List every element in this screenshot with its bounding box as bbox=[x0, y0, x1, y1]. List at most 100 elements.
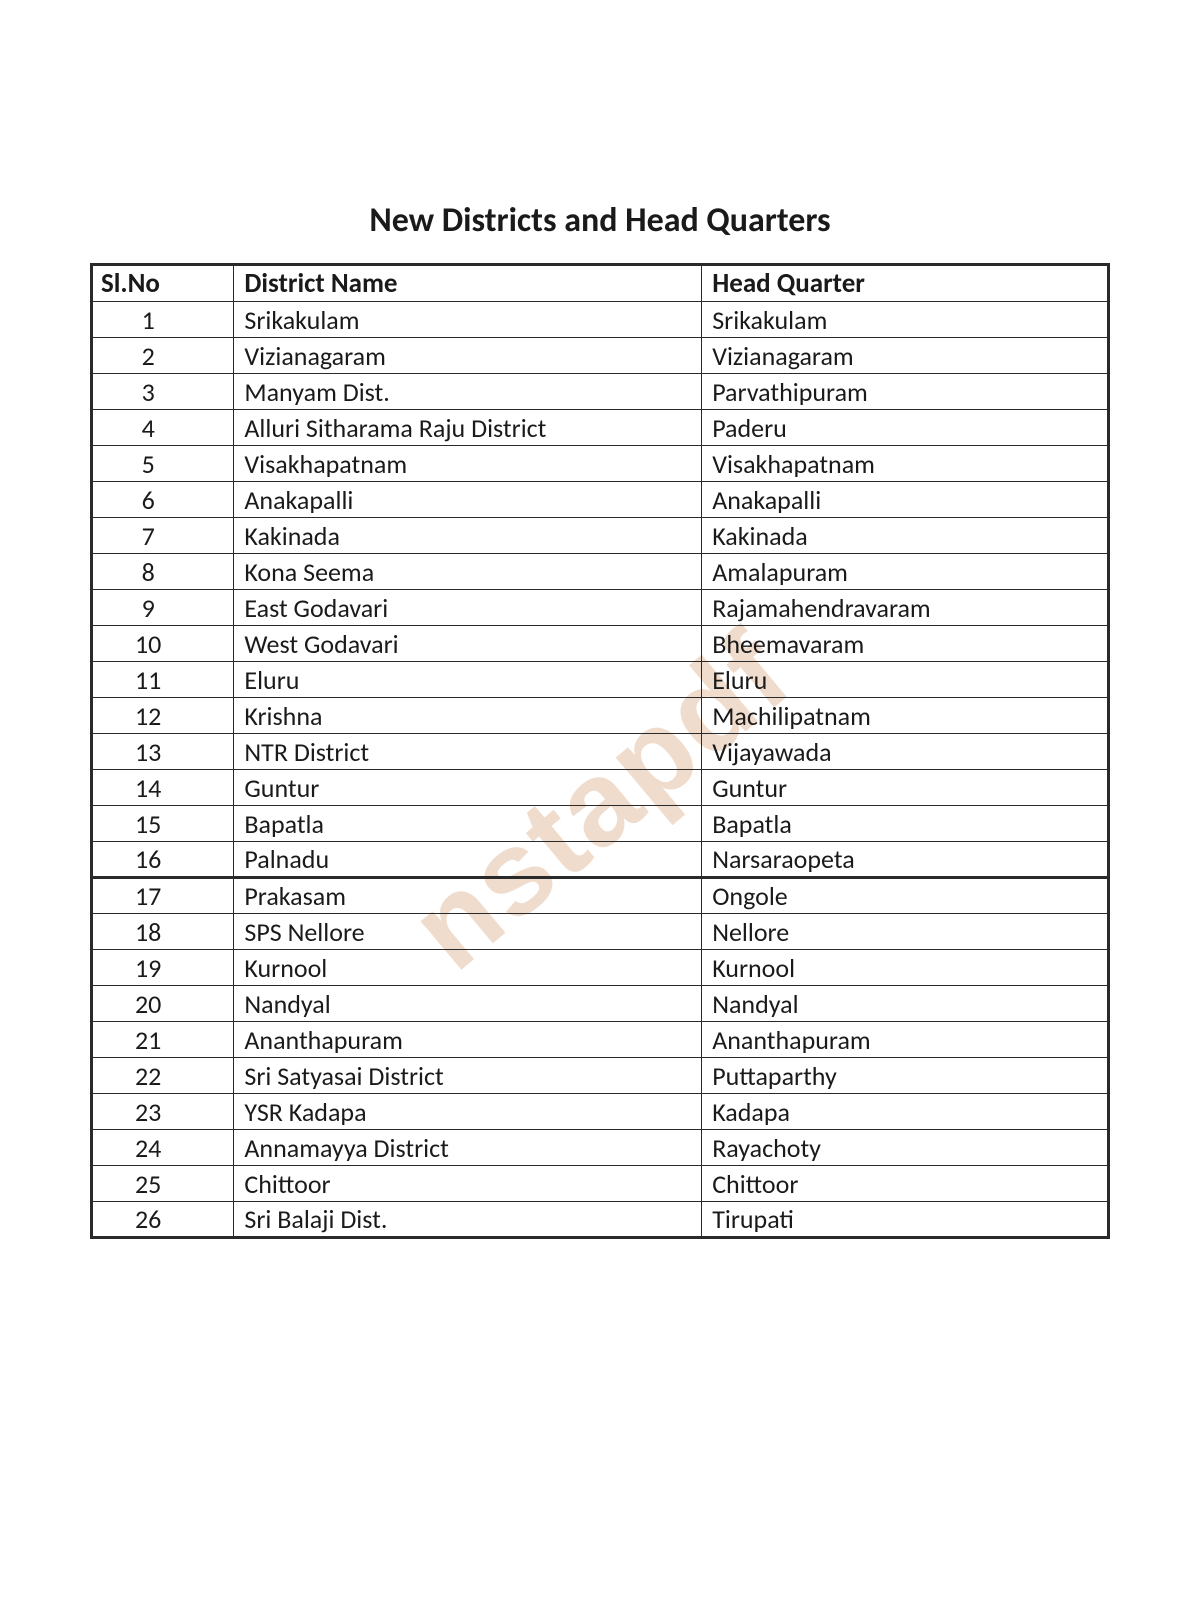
cell-district: Annamayya District bbox=[234, 1130, 702, 1166]
cell-district: Kurnool bbox=[234, 950, 702, 986]
cell-hq: Chittoor bbox=[702, 1166, 1109, 1202]
cell-district: Manyam Dist. bbox=[234, 374, 702, 410]
document-page: New Districts and Head Quarters Sl.No Di… bbox=[0, 0, 1200, 1239]
cell-slno: 15 bbox=[92, 806, 234, 842]
table-row: 16PalnaduNarsaraopeta bbox=[92, 842, 1109, 878]
cell-hq: Amalapuram bbox=[702, 554, 1109, 590]
table-row: 12KrishnaMachilipatnam bbox=[92, 698, 1109, 734]
cell-district: Sri Satyasai District bbox=[234, 1058, 702, 1094]
cell-hq: Bheemavaram bbox=[702, 626, 1109, 662]
table-row: 10West GodavariBheemavaram bbox=[92, 626, 1109, 662]
cell-district: Sri Balaji Dist. bbox=[234, 1202, 702, 1238]
cell-slno: 9 bbox=[92, 590, 234, 626]
cell-hq: Ongole bbox=[702, 878, 1109, 914]
cell-hq: Guntur bbox=[702, 770, 1109, 806]
cell-hq: Visakhapatnam bbox=[702, 446, 1109, 482]
table-row: 5VisakhapatnamVisakhapatnam bbox=[92, 446, 1109, 482]
table-row: 13NTR DistrictVijayawada bbox=[92, 734, 1109, 770]
cell-district: Ananthapuram bbox=[234, 1022, 702, 1058]
page-title: New Districts and Head Quarters bbox=[90, 200, 1110, 241]
cell-slno: 3 bbox=[92, 374, 234, 410]
cell-district: Nandyal bbox=[234, 986, 702, 1022]
cell-slno: 12 bbox=[92, 698, 234, 734]
table-row: 9East GodavariRajamahendravaram bbox=[92, 590, 1109, 626]
cell-hq: Vizianagaram bbox=[702, 338, 1109, 374]
cell-slno: 8 bbox=[92, 554, 234, 590]
cell-district: Anakapalli bbox=[234, 482, 702, 518]
table-row: 20NandyalNandyal bbox=[92, 986, 1109, 1022]
table-row: 21AnanthapuramAnanthapuram bbox=[92, 1022, 1109, 1058]
cell-slno: 20 bbox=[92, 986, 234, 1022]
table-row: 14GunturGuntur bbox=[92, 770, 1109, 806]
cell-slno: 18 bbox=[92, 914, 234, 950]
cell-district: Kona Seema bbox=[234, 554, 702, 590]
header-hq: Head Quarter bbox=[702, 265, 1109, 302]
cell-district: SPS Nellore bbox=[234, 914, 702, 950]
header-district: District Name bbox=[234, 265, 702, 302]
cell-slno: 17 bbox=[92, 878, 234, 914]
cell-slno: 23 bbox=[92, 1094, 234, 1130]
cell-district: Vizianagaram bbox=[234, 338, 702, 374]
cell-slno: 19 bbox=[92, 950, 234, 986]
cell-slno: 16 bbox=[92, 842, 234, 878]
districts-table: Sl.No District Name Head Quarter 1Srikak… bbox=[90, 263, 1110, 1239]
cell-hq: Paderu bbox=[702, 410, 1109, 446]
cell-hq: Kurnool bbox=[702, 950, 1109, 986]
cell-district: Guntur bbox=[234, 770, 702, 806]
cell-slno: 7 bbox=[92, 518, 234, 554]
table-row: 15BapatlaBapatla bbox=[92, 806, 1109, 842]
cell-hq: Nellore bbox=[702, 914, 1109, 950]
cell-hq: Eluru bbox=[702, 662, 1109, 698]
cell-hq: Kadapa bbox=[702, 1094, 1109, 1130]
cell-slno: 13 bbox=[92, 734, 234, 770]
table-row: 18SPS NelloreNellore bbox=[92, 914, 1109, 950]
cell-slno: 4 bbox=[92, 410, 234, 446]
table-row: 3Manyam Dist.Parvathipuram bbox=[92, 374, 1109, 410]
cell-hq: Vijayawada bbox=[702, 734, 1109, 770]
table-row: 8Kona SeemaAmalapuram bbox=[92, 554, 1109, 590]
table-row: 19KurnoolKurnool bbox=[92, 950, 1109, 986]
cell-district: Krishna bbox=[234, 698, 702, 734]
table-row: 6AnakapalliAnakapalli bbox=[92, 482, 1109, 518]
cell-hq: Anakapalli bbox=[702, 482, 1109, 518]
cell-slno: 26 bbox=[92, 1202, 234, 1238]
cell-slno: 1 bbox=[92, 302, 234, 338]
cell-slno: 25 bbox=[92, 1166, 234, 1202]
cell-district: West Godavari bbox=[234, 626, 702, 662]
cell-hq: Tirupati bbox=[702, 1202, 1109, 1238]
cell-slno: 22 bbox=[92, 1058, 234, 1094]
cell-slno: 2 bbox=[92, 338, 234, 374]
cell-district: Eluru bbox=[234, 662, 702, 698]
cell-hq: Bapatla bbox=[702, 806, 1109, 842]
cell-slno: 6 bbox=[92, 482, 234, 518]
cell-district: Visakhapatnam bbox=[234, 446, 702, 482]
cell-district: Prakasam bbox=[234, 878, 702, 914]
cell-hq: Parvathipuram bbox=[702, 374, 1109, 410]
cell-district: East Godavari bbox=[234, 590, 702, 626]
cell-hq: Rayachoty bbox=[702, 1130, 1109, 1166]
cell-district: Bapatla bbox=[234, 806, 702, 842]
table-row: 22Sri Satyasai DistrictPuttaparthy bbox=[92, 1058, 1109, 1094]
cell-slno: 21 bbox=[92, 1022, 234, 1058]
table-row: 4Alluri Sitharama Raju DistrictPaderu bbox=[92, 410, 1109, 446]
cell-hq: Kakinada bbox=[702, 518, 1109, 554]
cell-hq: Nandyal bbox=[702, 986, 1109, 1022]
cell-slno: 11 bbox=[92, 662, 234, 698]
cell-district: NTR District bbox=[234, 734, 702, 770]
table-row: 1SrikakulamSrikakulam bbox=[92, 302, 1109, 338]
table-row: 7KakinadaKakinada bbox=[92, 518, 1109, 554]
cell-district: Alluri Sitharama Raju District bbox=[234, 410, 702, 446]
cell-hq: Narsaraopeta bbox=[702, 842, 1109, 878]
table-body: 1SrikakulamSrikakulam2VizianagaramVizian… bbox=[92, 302, 1109, 1238]
table-header-row: Sl.No District Name Head Quarter bbox=[92, 265, 1109, 302]
cell-hq: Ananthapuram bbox=[702, 1022, 1109, 1058]
table-row: 11EluruEluru bbox=[92, 662, 1109, 698]
table-row: 24Annamayya DistrictRayachoty bbox=[92, 1130, 1109, 1166]
header-slno: Sl.No bbox=[92, 265, 234, 302]
cell-district: Palnadu bbox=[234, 842, 702, 878]
cell-slno: 10 bbox=[92, 626, 234, 662]
cell-district: Srikakulam bbox=[234, 302, 702, 338]
cell-hq: Puttaparthy bbox=[702, 1058, 1109, 1094]
cell-district: YSR Kadapa bbox=[234, 1094, 702, 1130]
cell-district: Kakinada bbox=[234, 518, 702, 554]
